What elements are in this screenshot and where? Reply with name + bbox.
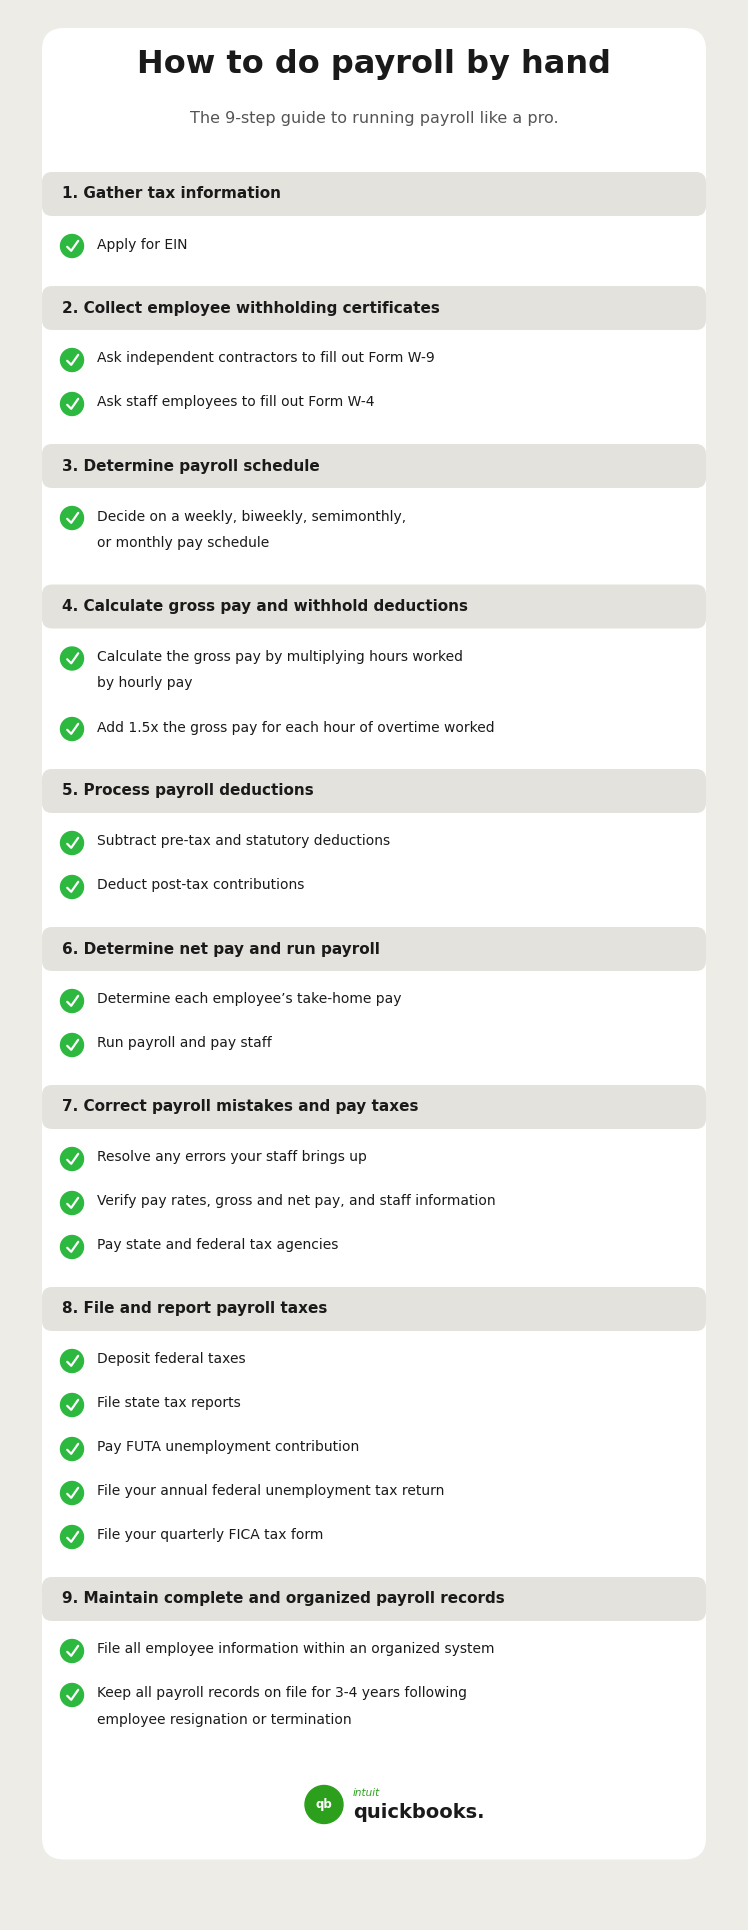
Circle shape [61, 1683, 84, 1706]
Text: Resolve any errors your staff brings up: Resolve any errors your staff brings up [97, 1150, 367, 1164]
Text: Add 1.5x the gross pay for each hour of overtime worked: Add 1.5x the gross pay for each hour of … [97, 720, 495, 735]
Text: 2. Collect employee withholding certificates: 2. Collect employee withholding certific… [62, 301, 440, 315]
Circle shape [61, 1525, 84, 1548]
Text: 5. Process payroll deductions: 5. Process payroll deductions [62, 784, 313, 799]
Circle shape [61, 1191, 84, 1214]
Text: Calculate the gross pay by multiplying hours worked: Calculate the gross pay by multiplying h… [97, 650, 464, 664]
Circle shape [61, 718, 84, 741]
Circle shape [61, 392, 84, 415]
FancyBboxPatch shape [42, 1085, 706, 1129]
Text: or monthly pay schedule: or monthly pay schedule [97, 537, 270, 550]
Circle shape [61, 647, 84, 670]
FancyBboxPatch shape [42, 29, 706, 1859]
Text: Pay state and federal tax agencies: Pay state and federal tax agencies [97, 1239, 339, 1253]
Circle shape [61, 1393, 84, 1417]
Text: Ask independent contractors to fill out Form W-9: Ask independent contractors to fill out … [97, 351, 435, 365]
Circle shape [61, 1235, 84, 1258]
Circle shape [61, 1033, 84, 1056]
Circle shape [61, 1349, 84, 1372]
Text: Run payroll and pay staff: Run payroll and pay staff [97, 1036, 272, 1050]
Circle shape [61, 1639, 84, 1662]
Text: 6. Determine net pay and run payroll: 6. Determine net pay and run payroll [62, 942, 380, 957]
Text: Deduct post-tax contributions: Deduct post-tax contributions [97, 878, 305, 892]
Text: Apply for EIN: Apply for EIN [97, 237, 188, 251]
Text: 8. File and report payroll taxes: 8. File and report payroll taxes [62, 1301, 328, 1316]
Text: Deposit federal taxes: Deposit federal taxes [97, 1353, 246, 1366]
FancyBboxPatch shape [42, 926, 706, 971]
FancyBboxPatch shape [42, 1577, 706, 1621]
Circle shape [305, 1785, 343, 1824]
FancyBboxPatch shape [42, 286, 706, 330]
Circle shape [61, 506, 84, 529]
Circle shape [61, 876, 84, 899]
Text: Decide on a weekly, biweekly, semimonthly,: Decide on a weekly, biweekly, semimonthl… [97, 510, 407, 523]
FancyBboxPatch shape [42, 585, 706, 629]
Text: File your annual federal unemployment tax return: File your annual federal unemployment ta… [97, 1484, 445, 1498]
Text: Subtract pre-tax and statutory deductions: Subtract pre-tax and statutory deduction… [97, 834, 390, 849]
Text: The 9-step guide to running payroll like a pro.: The 9-step guide to running payroll like… [190, 110, 558, 125]
Circle shape [61, 1482, 84, 1505]
Text: qb: qb [316, 1799, 332, 1810]
Text: Pay FUTA unemployment contribution: Pay FUTA unemployment contribution [97, 1440, 360, 1455]
Circle shape [61, 1438, 84, 1461]
Text: 9. Maintain complete and organized payroll records: 9. Maintain complete and organized payro… [62, 1592, 505, 1606]
FancyBboxPatch shape [42, 172, 706, 216]
Text: Keep all payroll records on file for 3-4 years following: Keep all payroll records on file for 3-4… [97, 1687, 468, 1700]
Text: quickbooks.: quickbooks. [353, 1803, 485, 1822]
Text: File state tax reports: File state tax reports [97, 1397, 242, 1411]
Text: intuit: intuit [353, 1787, 380, 1799]
FancyBboxPatch shape [42, 1287, 706, 1332]
Circle shape [61, 1148, 84, 1170]
Circle shape [61, 235, 84, 257]
Text: Ask staff employees to fill out Form W-4: Ask staff employees to fill out Form W-4 [97, 396, 375, 409]
Text: 7. Correct payroll mistakes and pay taxes: 7. Correct payroll mistakes and pay taxe… [62, 1100, 418, 1114]
Circle shape [61, 349, 84, 371]
Text: employee resignation or termination: employee resignation or termination [97, 1714, 352, 1727]
Text: File all employee information within an organized system: File all employee information within an … [97, 1642, 495, 1656]
Text: 4. Calculate gross pay and withhold deductions: 4. Calculate gross pay and withhold dedu… [62, 598, 468, 614]
Text: Verify pay rates, gross and net pay, and staff information: Verify pay rates, gross and net pay, and… [97, 1195, 496, 1208]
Circle shape [61, 990, 84, 1013]
Text: How to do payroll by hand: How to do payroll by hand [137, 50, 611, 81]
Text: File your quarterly FICA tax form: File your quarterly FICA tax form [97, 1529, 324, 1542]
Circle shape [61, 832, 84, 855]
FancyBboxPatch shape [42, 444, 706, 488]
Text: by hourly pay: by hourly pay [97, 677, 193, 691]
Text: 1. Gather tax information: 1. Gather tax information [62, 187, 281, 201]
FancyBboxPatch shape [42, 768, 706, 813]
Text: Determine each employee’s take-home pay: Determine each employee’s take-home pay [97, 992, 402, 1007]
Text: 3. Determine payroll schedule: 3. Determine payroll schedule [62, 459, 319, 473]
